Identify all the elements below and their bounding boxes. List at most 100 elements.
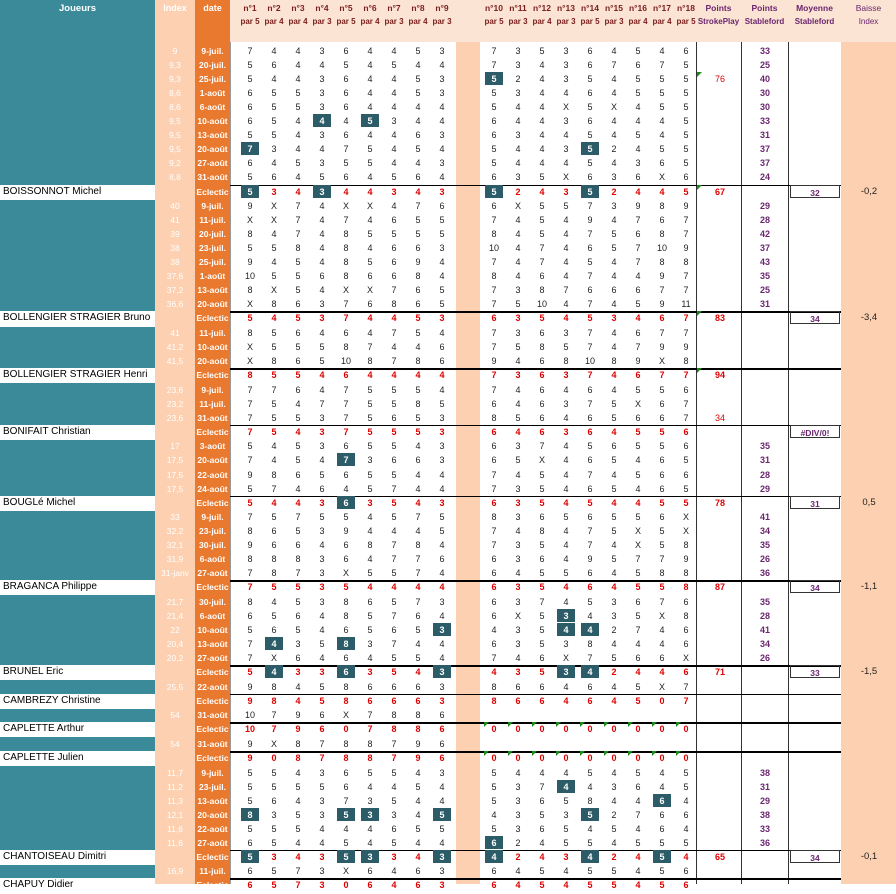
score-h10: 6 — [491, 398, 497, 409]
score-h7: 5 — [391, 172, 397, 183]
score-h13: 4 — [563, 880, 569, 891]
player-name[interactable]: CAMBREZY Christine — [0, 693, 155, 708]
score-h6: 4 — [367, 313, 373, 324]
score-h3: 6 — [295, 384, 301, 395]
score-h1: 5 — [247, 313, 253, 324]
score-h1: 5 — [247, 497, 253, 508]
score-h5: 6 — [337, 495, 355, 509]
header-hole-6: n°6 — [363, 3, 377, 13]
score-h12: 5 — [539, 469, 545, 480]
index-value: 8,6 — [169, 88, 181, 99]
score-h2: 5 — [271, 102, 277, 113]
score-h2: 4 — [265, 637, 283, 651]
score-h15: 5 — [611, 412, 617, 423]
score-h1: 5 — [247, 795, 253, 806]
score-h17: 5 — [659, 441, 665, 452]
player-name[interactable]: CAPLETTE Julien — [0, 751, 155, 766]
score-h9: 3 — [439, 243, 445, 254]
score-h16: 4 — [635, 102, 641, 113]
green-corner-marker — [652, 722, 657, 728]
score-h18: 8 — [683, 611, 689, 621]
score-h4: 4 — [319, 60, 325, 71]
score-h2: 4 — [271, 46, 277, 56]
score-h4: 4 — [319, 215, 325, 226]
score-h2: 7 — [271, 724, 277, 735]
player-name[interactable]: CHANTOISEAU Dimitri — [0, 849, 155, 864]
score-h10: 6 — [491, 611, 497, 621]
score-h11: 4 — [515, 243, 521, 254]
score-h3: 5 — [295, 370, 301, 381]
score-h7: 6 — [391, 695, 397, 706]
score-h8: 4 — [415, 158, 421, 169]
score-h4: 3 — [319, 809, 325, 820]
player-name[interactable]: BONIFAIT Christian — [0, 424, 155, 439]
score-h8: 8 — [415, 540, 421, 551]
score-h15: 8 — [611, 356, 617, 367]
player-name[interactable]: BOLLENGIER STRAGIER Henri — [0, 368, 155, 383]
score-h16: 6 — [635, 781, 641, 792]
header-par-1: par 5 — [240, 17, 260, 26]
score-h18: 0 — [683, 724, 689, 735]
score-h14: 4 — [587, 611, 593, 621]
index-value: 11,7 — [167, 767, 183, 778]
score-h10: 4 — [491, 667, 497, 678]
score-h18: 5 — [683, 767, 689, 778]
score-h17: 5 — [659, 102, 665, 113]
player-name[interactable]: BRUNEL Eric — [0, 665, 155, 680]
round-date: 11-juil. — [199, 866, 226, 877]
header-points-strokeplay-sub: StrokePlay — [697, 17, 740, 26]
score-h10: 6 — [491, 201, 497, 212]
score-h17: 5 — [659, 837, 665, 848]
score-h5: 8 — [343, 611, 349, 621]
score-h11: 5 — [515, 299, 521, 310]
score-h10: 8 — [491, 271, 497, 282]
score-h17: 7 — [659, 596, 665, 607]
player-name[interactable]: CHAPUY Didier — [0, 878, 155, 893]
score-h14: 5 — [587, 130, 593, 141]
score-h6: 8 — [367, 540, 373, 551]
round-date: 13-août — [197, 285, 228, 296]
player-name[interactable]: BOUGLé Michel — [0, 495, 155, 510]
score-h16: 3 — [635, 158, 641, 169]
score-h13: 3 — [563, 46, 569, 56]
score-h13 — [557, 737, 575, 750]
score-h17: 6 — [659, 809, 665, 820]
score-h3: 5 — [295, 257, 301, 268]
score-h18: 6 — [683, 866, 689, 877]
header-hole-5: n°5 — [339, 3, 353, 13]
header-par-8: par 4 — [408, 17, 428, 26]
score-h13: 3 — [563, 370, 569, 381]
green-corner-marker — [676, 751, 681, 756]
points-stableford: 31 — [759, 455, 770, 466]
score-h8: 9 — [415, 753, 421, 763]
score-h3: 6 — [295, 328, 301, 338]
score-h4: 5 — [319, 695, 325, 706]
score-h11: 3 — [515, 441, 521, 452]
score-h12: 5 — [539, 229, 545, 240]
score-h2: X — [270, 201, 277, 212]
score-h14: 6 — [587, 116, 593, 127]
player-name[interactable]: BRAGANCA Philippe — [0, 580, 155, 595]
player-name[interactable]: CAPLETTE Arthur — [0, 722, 155, 737]
round-date: 20-juil. — [199, 229, 226, 240]
score-h1: 8 — [247, 328, 253, 338]
baisse-index: -1,5 — [860, 666, 878, 678]
score-h16: 4 — [635, 483, 641, 494]
score-h4: 4 — [313, 114, 331, 128]
player-name[interactable]: BOLLENGIER STRAGIER Bruno — [0, 311, 155, 326]
player-name[interactable]: BOISSONNOT Michel — [0, 184, 155, 199]
score-h5: 4 — [343, 116, 349, 127]
header-players-bg — [0, 0, 155, 42]
score-h17: 4 — [659, 625, 665, 636]
score-h11: 4 — [515, 257, 521, 268]
score-h3: 7 — [295, 866, 301, 877]
score-h11: 3 — [515, 370, 521, 381]
score-h9: 4 — [439, 144, 445, 155]
score-h10 — [485, 737, 503, 750]
date-column-bg — [195, 0, 230, 884]
score-h2: 5 — [271, 426, 277, 437]
score-h16: 5 — [635, 426, 641, 437]
score-h11: 2 — [515, 851, 521, 862]
score-h3: 4 — [295, 795, 301, 806]
score-h17: 8 — [659, 257, 665, 268]
